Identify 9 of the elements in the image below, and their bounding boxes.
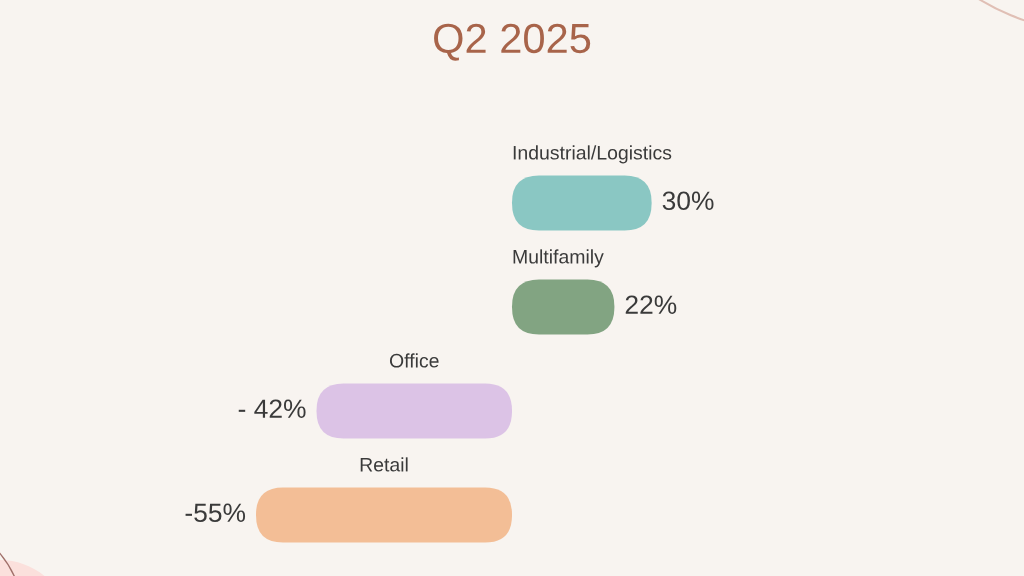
y-tick-label: Retail: [360, 457, 408, 472]
data-label: 22%: [625, 295, 677, 314]
data-label: -55%: [185, 503, 246, 523]
data-label: 30%: [662, 191, 714, 211]
y-tick-label: Industrial/Logistics: [513, 145, 672, 164]
chart-title: Q2 2025: [434, 23, 591, 61]
y-tick-label: Office: [389, 353, 439, 368]
y-tick-label: Multifamily: [513, 249, 604, 268]
data-label: - 42%: [238, 399, 306, 418]
